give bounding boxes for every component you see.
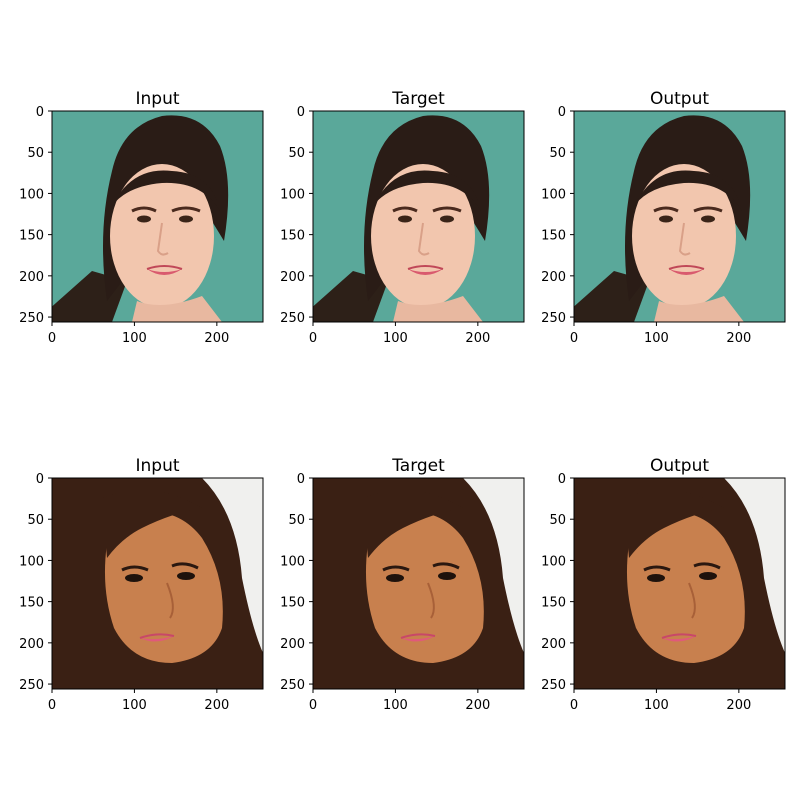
- panel-output-row1: Output 0 100 200 0 50 100 150 200 250: [541, 89, 786, 346]
- y-tick-label: 150: [280, 229, 305, 244]
- y-tick-label: 50: [549, 513, 566, 528]
- panel-title: Input: [135, 456, 179, 476]
- y-tick-label: 250: [19, 311, 44, 326]
- y-tick-label: 50: [549, 146, 566, 161]
- panel-input-row2: Input 0 100 200 0 50 100 150 200 250: [19, 456, 264, 713]
- y-tick-label: 0: [297, 105, 305, 120]
- x-tick-label: 100: [122, 331, 147, 346]
- y-tick-label: 50: [27, 513, 44, 528]
- x-tick-label: 200: [204, 331, 229, 346]
- axes-frame: [312, 477, 525, 690]
- axes-frame: [312, 110, 525, 323]
- x-tick-label: 200: [726, 698, 751, 713]
- y-tick-label: 200: [280, 637, 305, 652]
- face-image: [52, 478, 263, 689]
- y-tick-label: 50: [27, 146, 44, 161]
- y-tick-label: 200: [19, 637, 44, 652]
- x-tick-label: 100: [383, 331, 408, 346]
- axes-frame: [573, 110, 786, 323]
- x-tick-label: 200: [204, 698, 229, 713]
- x-tick-label: 200: [465, 331, 490, 346]
- x-tick-label: 200: [465, 698, 490, 713]
- x-tick-label: 0: [48, 698, 56, 713]
- y-tick-label: 100: [19, 554, 44, 569]
- panel-title: Output: [650, 456, 709, 476]
- panel-input-row1: Input 0 100 200 0 50 100 150 200 250: [19, 89, 264, 346]
- x-tick-label: 0: [48, 331, 56, 346]
- axes-frame: [51, 110, 264, 323]
- y-tick-label: 200: [541, 270, 566, 285]
- y-tick-label: 0: [558, 472, 566, 487]
- panel-title: Output: [650, 89, 709, 109]
- y-tick-label: 150: [541, 596, 566, 611]
- x-tick-label: 200: [726, 331, 751, 346]
- face-image: [52, 111, 263, 322]
- y-tick-label: 0: [36, 472, 44, 487]
- y-tick-label: 150: [19, 229, 44, 244]
- face-image: [574, 478, 785, 689]
- y-tick-label: 250: [280, 678, 305, 693]
- panel-target-row1: Target 0 100 200 0 50 100 150 200 250: [280, 89, 525, 346]
- y-tick-label: 100: [280, 554, 305, 569]
- panel-title: Target: [391, 456, 445, 476]
- x-tick-label: 0: [309, 331, 317, 346]
- y-tick-label: 200: [541, 637, 566, 652]
- y-tick-label: 250: [541, 311, 566, 326]
- y-tick-label: 0: [558, 105, 566, 120]
- panel-output-row2: Output 0 100 200 0 50 100 150 200 250: [541, 456, 786, 713]
- x-tick-label: 0: [309, 698, 317, 713]
- y-tick-label: 200: [19, 270, 44, 285]
- y-tick-label: 250: [280, 311, 305, 326]
- y-tick-label: 150: [541, 229, 566, 244]
- x-tick-label: 100: [644, 698, 669, 713]
- axes-frame: [51, 477, 264, 690]
- panel-title: Target: [391, 89, 445, 109]
- face-image: [313, 478, 524, 689]
- face-image: [574, 111, 785, 322]
- y-tick-label: 150: [19, 596, 44, 611]
- y-tick-label: 250: [541, 678, 566, 693]
- face-image: [313, 111, 524, 322]
- x-tick-label: 100: [383, 698, 408, 713]
- y-tick-label: 150: [280, 596, 305, 611]
- y-tick-label: 200: [280, 270, 305, 285]
- x-tick-label: 0: [570, 331, 578, 346]
- axes-frame: [573, 477, 786, 690]
- y-tick-label: 0: [297, 472, 305, 487]
- y-tick-label: 100: [19, 187, 44, 202]
- y-tick-label: 100: [541, 554, 566, 569]
- y-tick-label: 50: [288, 513, 305, 528]
- panel-title: Input: [135, 89, 179, 109]
- y-tick-label: 100: [280, 187, 305, 202]
- x-tick-label: 100: [644, 331, 669, 346]
- x-tick-label: 100: [122, 698, 147, 713]
- y-tick-label: 250: [19, 678, 44, 693]
- y-tick-label: 0: [36, 105, 44, 120]
- y-tick-label: 50: [288, 146, 305, 161]
- y-tick-label: 100: [541, 187, 566, 202]
- panel-target-row2: Target 0 100 200 0 50 100 150 200 250: [280, 456, 525, 713]
- x-tick-label: 0: [570, 698, 578, 713]
